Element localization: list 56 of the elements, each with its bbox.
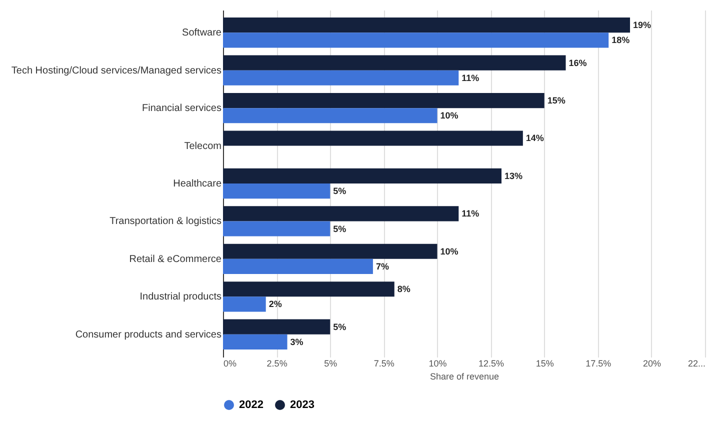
bar xyxy=(223,55,566,70)
x-tick-label: 5% xyxy=(324,358,338,368)
x-tick-label: 12.5% xyxy=(478,358,504,368)
data-label: 3% xyxy=(290,336,304,347)
y-tick-label: Retail & eCommerce xyxy=(129,254,222,265)
x-tick-label: 15% xyxy=(536,358,554,368)
bar xyxy=(223,206,459,222)
bar xyxy=(223,130,523,146)
y-tick-label: Transportation & logistics xyxy=(110,216,222,228)
data-label: 5% xyxy=(333,186,346,196)
legend-label: 2023 xyxy=(290,399,314,411)
bar xyxy=(223,221,330,236)
data-label: 14% xyxy=(526,133,544,144)
data-label: 10% xyxy=(440,110,458,121)
x-axis-title: Share of revenue xyxy=(430,372,500,382)
bar xyxy=(223,168,502,184)
legend-label: 2022 xyxy=(239,399,264,411)
bar xyxy=(223,70,459,86)
bar xyxy=(223,319,330,334)
data-label: 10% xyxy=(440,246,458,256)
x-tick-label: 17.5% xyxy=(586,358,612,368)
bar xyxy=(223,244,438,259)
x-tick-label: 7.5% xyxy=(374,358,394,368)
bar xyxy=(223,258,373,274)
bar xyxy=(223,296,266,312)
bar xyxy=(223,282,394,297)
data-label: 19% xyxy=(633,20,652,30)
data-label: 18% xyxy=(612,35,630,46)
y-tick-label: Telecom xyxy=(184,140,222,152)
data-label: 13% xyxy=(504,170,523,181)
data-label: 8% xyxy=(397,284,410,294)
bar xyxy=(223,18,630,33)
bar xyxy=(223,108,438,124)
x-tick-label: 0% xyxy=(224,358,237,368)
y-tick-label: Consumer products and services xyxy=(75,329,222,340)
y-tick-label: Healthcare xyxy=(173,178,222,190)
x-tick-label: 20% xyxy=(642,358,661,368)
data-label: 16% xyxy=(568,58,587,68)
data-label: 2% xyxy=(268,299,282,310)
y-tick-label: Tech Hosting/Cloud services/Managed services xyxy=(11,65,222,76)
bar xyxy=(223,32,609,48)
data-label: 5% xyxy=(333,224,346,234)
data-label: 11% xyxy=(462,208,480,219)
data-label: 7% xyxy=(376,261,389,272)
y-tick-label: Industrial products xyxy=(140,292,222,303)
bar xyxy=(223,184,330,199)
y-tick-label: Software xyxy=(182,28,222,39)
bar xyxy=(223,92,544,108)
y-tick-label: Financial services xyxy=(142,103,222,114)
data-label: 5% xyxy=(333,322,346,332)
x-tick-label: 22... xyxy=(688,358,706,368)
x-tick-label: 10% xyxy=(428,358,447,368)
bar xyxy=(223,334,288,350)
data-label: 15% xyxy=(547,96,566,106)
x-tick-label: 2.5% xyxy=(266,358,288,368)
data-label: 11% xyxy=(462,72,480,83)
